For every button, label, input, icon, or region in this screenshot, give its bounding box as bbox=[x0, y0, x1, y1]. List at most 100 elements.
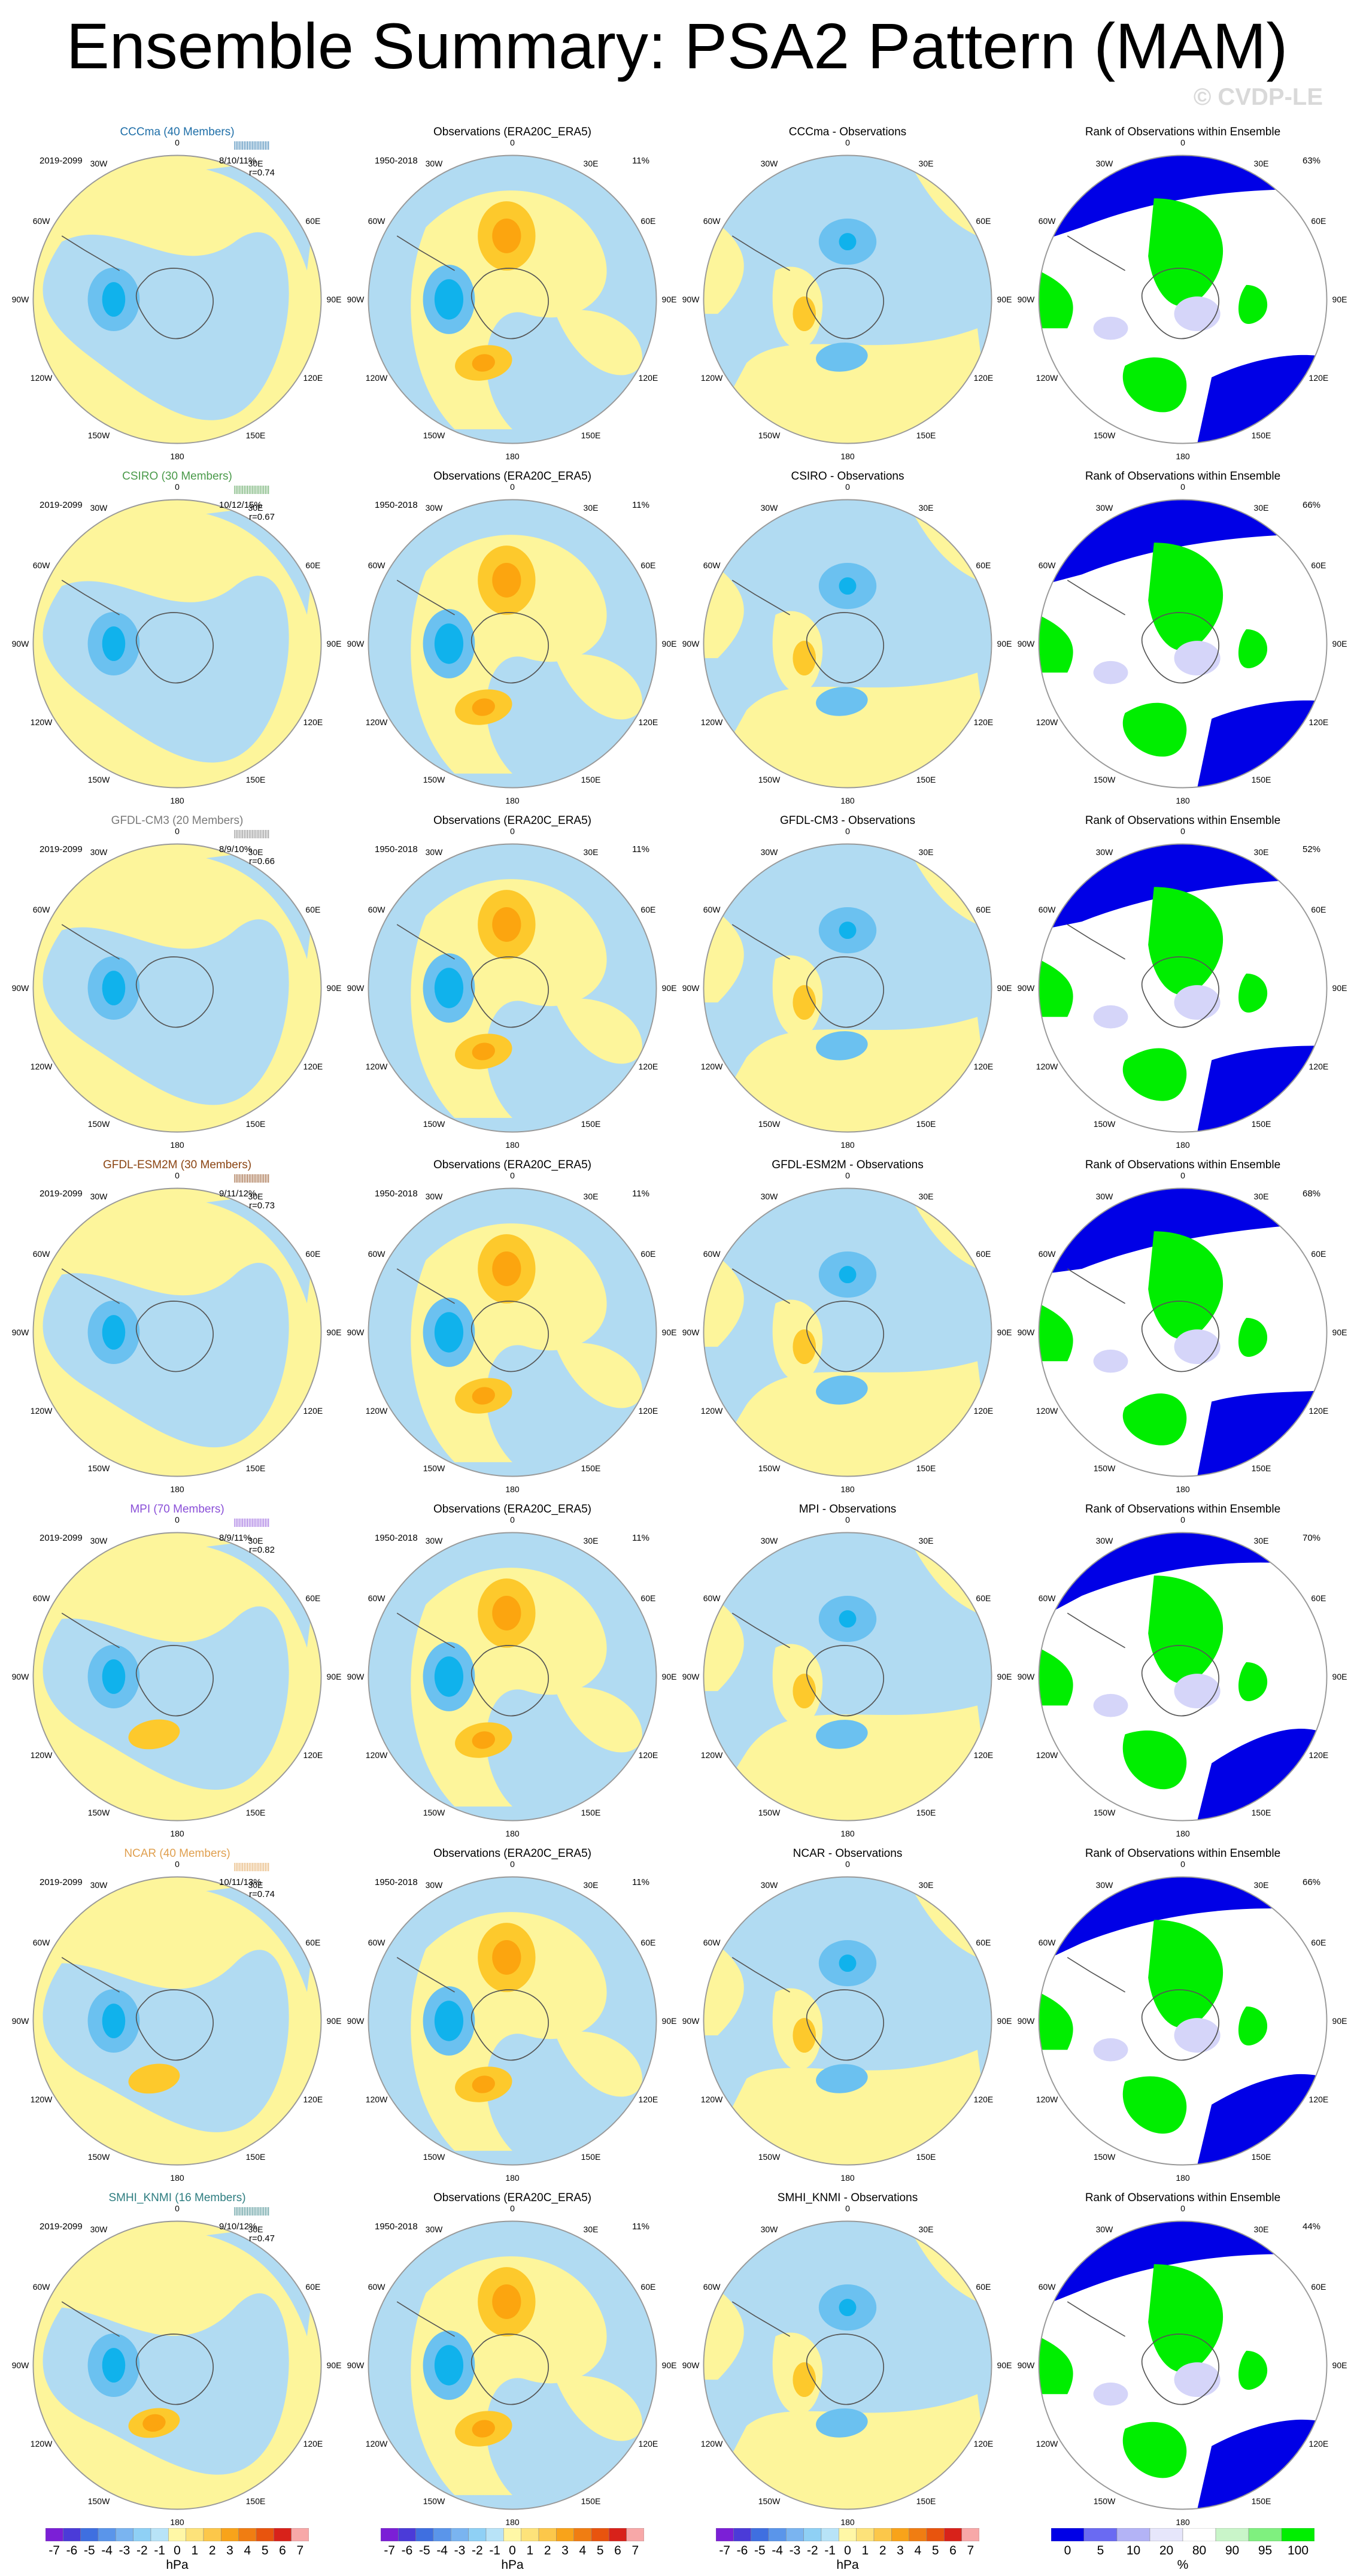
period-label: 2019-2099 bbox=[40, 844, 83, 854]
longitude-label: 90W bbox=[1017, 1672, 1035, 1681]
colorbar-swatch bbox=[961, 2528, 979, 2541]
longitude-label: 180 bbox=[505, 1829, 520, 1838]
longitude-label: 30W bbox=[1095, 1880, 1113, 1890]
longitude-label: 120W bbox=[30, 1062, 53, 1071]
longitude-label: 60E bbox=[976, 1938, 991, 1947]
longitude-label: 150W bbox=[423, 2496, 445, 2506]
longitude-label: 150E bbox=[245, 430, 266, 440]
longitude-label: 180 bbox=[840, 1829, 855, 1838]
longitude-label: 120W bbox=[1036, 717, 1058, 727]
percent-range-label: 9/11/12% bbox=[219, 1189, 257, 1199]
longitude-label: 0 bbox=[1180, 826, 1185, 836]
model-polar-map bbox=[32, 1532, 322, 1822]
longitude-label: 150E bbox=[1251, 1119, 1271, 1129]
obs-panel-title: Observations (ERA20C_ERA5) bbox=[433, 126, 591, 138]
longitude-label: 30E bbox=[1253, 1880, 1269, 1890]
colorbar-tick-label: 1 bbox=[191, 2544, 199, 2557]
pattern-correlation-label: r=0.66 bbox=[249, 856, 275, 866]
longitude-label: 0 bbox=[845, 482, 850, 492]
longitude-label: 150E bbox=[916, 774, 936, 784]
longitude-label: 180 bbox=[505, 1140, 520, 1150]
longitude-label: 30E bbox=[918, 1536, 934, 1546]
longitude-label: 30W bbox=[760, 2225, 778, 2235]
longitude-label: 90E bbox=[997, 2016, 1012, 2026]
rank-panel-title: Rank of Observations within Ensemble bbox=[1085, 1503, 1281, 1516]
longitude-label: 60W bbox=[368, 560, 385, 570]
longitude-label: 0 bbox=[175, 826, 180, 836]
longitude-label: 60W bbox=[703, 1938, 721, 1947]
longitude-label: 180 bbox=[840, 2173, 855, 2183]
longitude-label: 90W bbox=[347, 639, 365, 648]
longitude-label: 90E bbox=[1332, 983, 1347, 993]
rank-polar-map bbox=[1038, 1532, 1328, 1822]
longitude-label: 120E bbox=[638, 1406, 658, 1416]
period-label: 1950-2018 bbox=[375, 500, 418, 510]
longitude-label: 90E bbox=[661, 639, 677, 648]
obs-polar-map bbox=[368, 499, 657, 789]
colorbar-swatch bbox=[451, 2528, 469, 2541]
colorbar-swatch bbox=[1182, 2528, 1216, 2541]
longitude-label: 30W bbox=[90, 1880, 108, 1890]
period-label: 1950-2018 bbox=[375, 1533, 418, 1543]
longitude-label: 180 bbox=[170, 1484, 184, 1494]
longitude-label: 30W bbox=[425, 1192, 443, 1202]
longitude-label: 30E bbox=[1253, 847, 1269, 857]
longitude-label: 60W bbox=[1038, 1593, 1056, 1603]
longitude-label: 120E bbox=[638, 2439, 658, 2448]
longitude-label: 90W bbox=[11, 2016, 29, 2026]
colorbar-swatch bbox=[591, 2528, 609, 2541]
longitude-label: 60W bbox=[32, 2282, 50, 2292]
longitude-label: 120E bbox=[303, 1750, 323, 1760]
longitude-label: 150W bbox=[87, 2496, 110, 2506]
colorbar-swatch bbox=[891, 2528, 909, 2541]
longitude-label: 120E bbox=[973, 717, 994, 727]
longitude-label: 90W bbox=[11, 2360, 29, 2370]
longitude-label: 150E bbox=[916, 430, 936, 440]
colorbar-swatch bbox=[274, 2528, 292, 2541]
diff-panel-title: GFDL-CM3 - Observations bbox=[780, 814, 915, 827]
longitude-label: 120E bbox=[303, 1406, 323, 1416]
colorbar-tick-label: -7 bbox=[384, 2544, 395, 2557]
longitude-label: 180 bbox=[1176, 2517, 1190, 2527]
longitude-label: 0 bbox=[510, 1515, 515, 1525]
longitude-label: 60W bbox=[703, 1593, 721, 1603]
longitude-label: 180 bbox=[505, 2517, 520, 2527]
longitude-label: 30W bbox=[1095, 847, 1113, 857]
diff-polar-map bbox=[703, 1532, 992, 1822]
longitude-label: 120E bbox=[1309, 1406, 1329, 1416]
longitude-label: 0 bbox=[1180, 138, 1185, 147]
percent-range-label: 10/12/15% bbox=[219, 500, 262, 510]
longitude-label: 120W bbox=[1036, 1750, 1058, 1760]
colorbar-swatch bbox=[398, 2528, 416, 2541]
longitude-label: 150E bbox=[1251, 774, 1271, 784]
model-panel-title: MPI (70 Members) bbox=[130, 1503, 224, 1516]
longitude-label: 90W bbox=[1017, 1328, 1035, 1337]
diff-panel-title: NCAR - Observations bbox=[793, 1847, 903, 1860]
colorbar-swatch bbox=[433, 2528, 451, 2541]
longitude-label: 150W bbox=[758, 1119, 781, 1129]
longitude-label: 60E bbox=[640, 1249, 656, 1259]
obs-panel-title: Observations (ERA20C_ERA5) bbox=[433, 814, 591, 827]
colorbar-tick-label: 4 bbox=[244, 2544, 251, 2557]
longitude-label: 180 bbox=[840, 451, 855, 461]
colorbar-tick-label: -3 bbox=[119, 2544, 130, 2557]
colorbar-swatch bbox=[626, 2528, 644, 2541]
longitude-label: 180 bbox=[170, 796, 184, 805]
colorbar-tick-label: 6 bbox=[949, 2544, 957, 2557]
longitude-label: 120W bbox=[700, 1750, 723, 1760]
longitude-label: 30E bbox=[248, 1880, 263, 1890]
percent-label: 11% bbox=[632, 1877, 649, 1887]
colorbar-swatch bbox=[944, 2528, 962, 2541]
colorbar-unit-label: hPa bbox=[501, 2558, 524, 2572]
longitude-label: 90W bbox=[682, 983, 700, 993]
obs-polar-map bbox=[368, 1876, 657, 2166]
longitude-label: 90W bbox=[11, 1328, 29, 1337]
longitude-label: 30W bbox=[425, 847, 443, 857]
model-panel-title: GFDL-ESM2M (30 Members) bbox=[102, 1159, 252, 1171]
longitude-label: 120W bbox=[1036, 1406, 1058, 1416]
longitude-label: 120E bbox=[303, 1062, 323, 1071]
longitude-label: 90E bbox=[661, 1672, 677, 1681]
obs-panel-title: Observations (ERA20C_ERA5) bbox=[433, 470, 591, 483]
period-label: 2019-2099 bbox=[40, 1877, 83, 1887]
longitude-label: 120W bbox=[365, 2095, 388, 2104]
